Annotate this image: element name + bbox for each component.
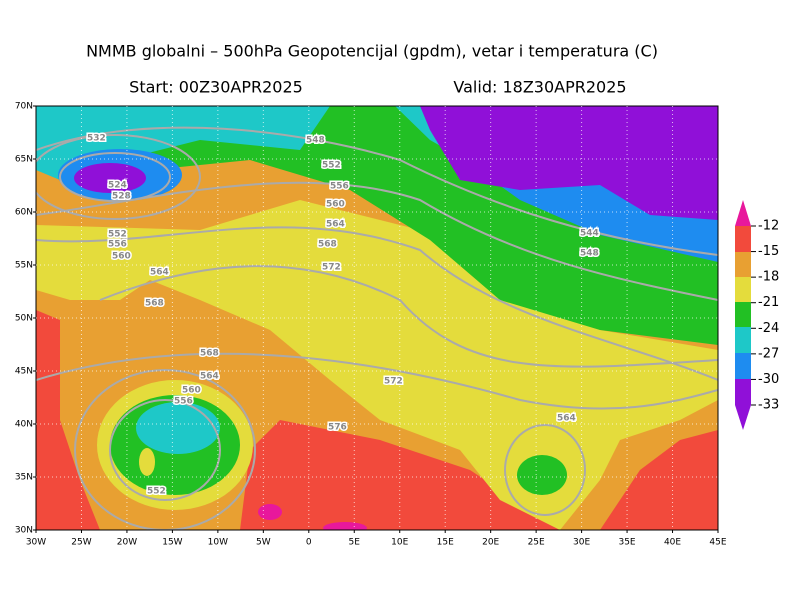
lat-tick-label: 30N <box>15 526 33 536</box>
contour-label: 572 <box>322 263 341 273</box>
colorbar-label: -27 <box>758 346 779 361</box>
colorbar <box>735 200 751 430</box>
lon-tick-label: 15W <box>162 538 182 548</box>
lon-tick-label: 0 <box>306 538 312 548</box>
grid <box>33 105 719 533</box>
contour-label: 548 <box>580 249 599 259</box>
contour-label: 572 <box>384 377 403 387</box>
lat-tick-label: 65N <box>15 155 33 165</box>
lon-tick-label: 10W <box>208 538 228 548</box>
lon-tick-label: 20E <box>482 538 499 548</box>
lon-tick-label: 20W <box>117 538 137 548</box>
contour-label: 560 <box>326 200 345 210</box>
colorbar-label: -18 <box>758 270 779 285</box>
contour-label: 568 <box>145 299 164 309</box>
contour-label: 552 <box>322 161 341 171</box>
contour-label: 564 <box>200 372 219 382</box>
contour-label: 568 <box>200 349 219 359</box>
lat-tick-label: 70N <box>15 102 33 112</box>
lon-tick-label: 5W <box>256 538 271 548</box>
lon-tick-label: 15E <box>437 538 454 548</box>
colorbar-label: -15 <box>758 244 779 259</box>
contour-label: 556 <box>108 240 127 250</box>
colorbar-label: -30 <box>758 372 779 387</box>
contour-label: 576 <box>328 423 347 433</box>
start-time: Start: 00Z30APR2025 <box>129 78 303 97</box>
contour-label: 568 <box>318 240 337 250</box>
lon-tick-label: 30E <box>573 538 590 548</box>
colorbar-label: -21 <box>758 295 779 310</box>
lat-tick-label: 55N <box>15 261 33 271</box>
contour-label: 564 <box>150 268 169 278</box>
colorbar-label: -33 <box>758 398 779 413</box>
contour-label: 560 <box>112 252 131 262</box>
lon-tick-label: 5E <box>349 538 361 548</box>
contour-labels: 532 524 528 548 552 556 560 564 568 572 … <box>86 132 601 498</box>
lon-tick-label: 10E <box>391 538 408 548</box>
contour-label: 552 <box>108 230 127 240</box>
contour-label: 532 <box>87 134 106 144</box>
lat-tick-label: 35N <box>15 473 33 483</box>
lon-tick-label: 25E <box>528 538 545 548</box>
contour-label: 544 <box>580 229 599 239</box>
contour-label: 556 <box>330 182 349 192</box>
lat-tick-label: 45N <box>15 367 33 377</box>
title: NMMB globalni – 500hPa Geopotencijal (gp… <box>86 42 658 61</box>
lon-tick-label: 45E <box>709 538 726 548</box>
lon-tick-label: 30W <box>26 538 46 548</box>
lon-tick-label: 40E <box>664 538 681 548</box>
lon-tick-label: 35E <box>618 538 635 548</box>
contour-label: 556 <box>174 397 193 407</box>
lat-tick-label: 50N <box>15 314 33 324</box>
lat-tick-label: 60N <box>15 208 33 218</box>
lat-tick-label: 40N <box>15 420 33 430</box>
contour-label: 524 <box>108 181 127 191</box>
lon-tick-label: 25W <box>71 538 91 548</box>
contour-label: 564 <box>326 220 345 230</box>
contour-label: 552 <box>147 487 166 497</box>
colorbar-label: -24 <box>758 321 779 336</box>
colorbar-label: -12 <box>758 219 779 234</box>
valid-time: Valid: 18Z30APR2025 <box>453 78 626 97</box>
contour-label: 564 <box>557 414 576 424</box>
contour-label: 560 <box>182 386 201 396</box>
temperature-field <box>36 106 718 530</box>
contour-label: 548 <box>306 136 325 146</box>
contour-label: 528 <box>112 192 131 202</box>
